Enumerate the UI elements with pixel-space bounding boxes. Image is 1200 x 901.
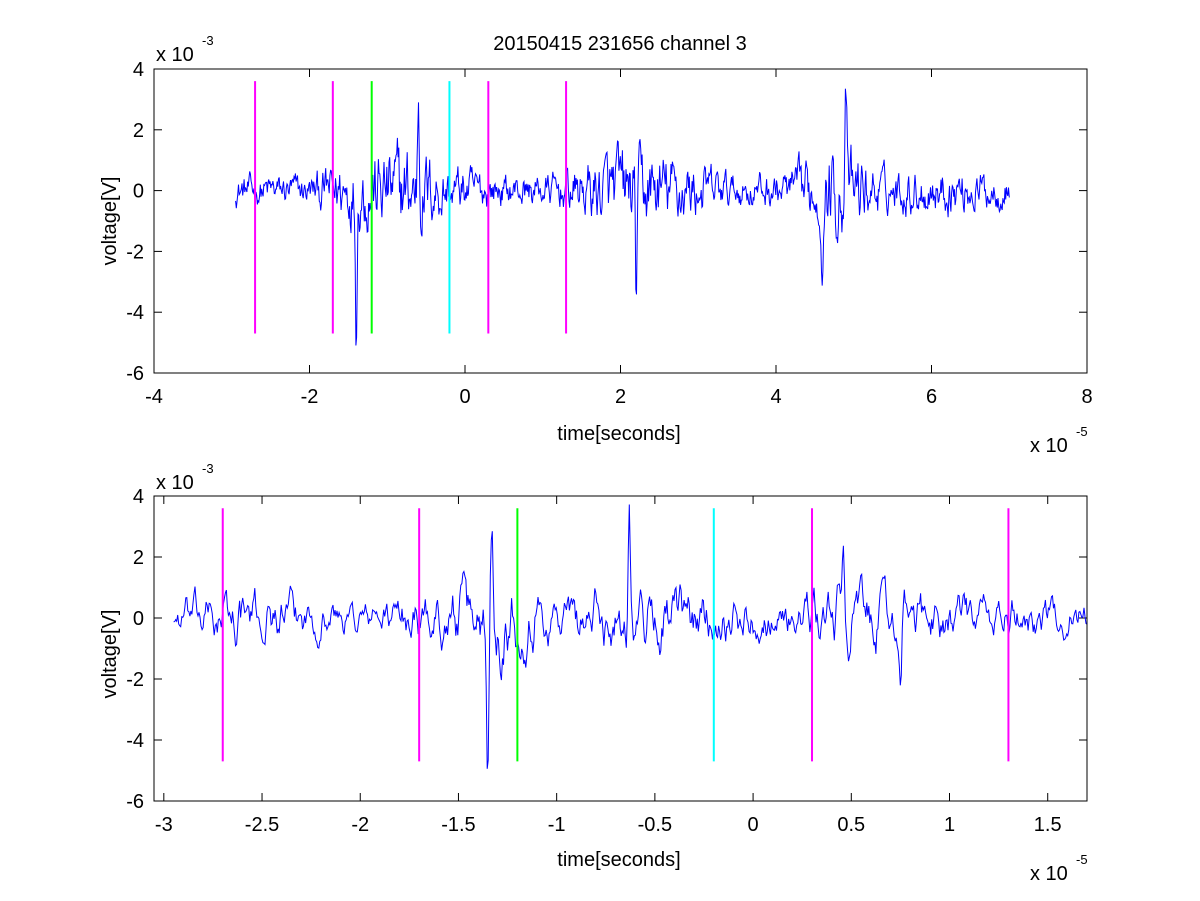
y-tick-label: -2 xyxy=(126,669,144,691)
y-tick-labels: -6 -4 -2 0 2 4 xyxy=(126,486,144,813)
chart-title: 20150415 231656 channel 3 xyxy=(493,33,747,55)
y-multiplier-label: x 10 -3 xyxy=(156,33,214,66)
y-tick-label: -4 xyxy=(126,730,144,752)
bottom-subplot: x 10 -3 voltage[V] time[seconds] x 10 -5… xyxy=(99,461,1088,885)
y-tick-label: -4 xyxy=(126,302,144,324)
y-axis-label: voltage[V] xyxy=(99,610,121,699)
svg-text:x 10: x 10 xyxy=(1030,435,1068,457)
axes-frame xyxy=(153,68,1088,374)
x-tick-label: 0 xyxy=(748,814,759,836)
svg-text:x 10: x 10 xyxy=(156,472,194,494)
svg-text:-5: -5 xyxy=(1076,424,1088,439)
y-tick-label: -2 xyxy=(126,241,144,263)
x-tick-label: 8 xyxy=(1081,386,1092,408)
y-multiplier-label: x 10 -3 xyxy=(156,461,214,494)
y-tick-label: -6 xyxy=(126,363,144,385)
plot-area xyxy=(173,504,1088,769)
x-tick-label: -2 xyxy=(351,814,369,836)
x-tick-label: 1.5 xyxy=(1034,814,1062,836)
signal-trace xyxy=(235,88,1010,346)
svg-text:-5: -5 xyxy=(1076,852,1088,867)
y-tick-label: 2 xyxy=(133,547,144,569)
y-tick-label: 0 xyxy=(133,181,144,203)
x-tick-label: -2 xyxy=(301,386,319,408)
x-tick-label: -0.5 xyxy=(638,814,672,836)
svg-text:-3: -3 xyxy=(202,33,214,48)
y-tick-label: 4 xyxy=(133,486,144,508)
plot-area xyxy=(235,81,1010,346)
x-tick-label: -2.5 xyxy=(245,814,279,836)
svg-text:-3: -3 xyxy=(202,461,214,476)
y-tick-label: 0 xyxy=(133,608,144,630)
x-tick-labels: -3 -2.5 -2 -1.5 -1 -0.5 0 0.5 1 1.5 xyxy=(155,814,1062,836)
y-axis-label: voltage[V] xyxy=(99,177,121,266)
y-tick-label: 4 xyxy=(133,59,144,81)
x-tick-label: 1 xyxy=(944,814,955,836)
x-multiplier-label: x 10 -5 xyxy=(1030,852,1088,885)
y-tick-label: 2 xyxy=(133,120,144,142)
x-tick-label: 0 xyxy=(459,386,470,408)
svg-text:x 10: x 10 xyxy=(1030,863,1068,885)
x-tick-labels: -4 -2 0 2 4 6 8 xyxy=(145,386,1092,408)
y-tick-label: -6 xyxy=(126,791,144,813)
x-axis-label: time[seconds] xyxy=(557,849,680,871)
x-tick-label: 2 xyxy=(615,386,626,408)
svg-text:x 10: x 10 xyxy=(156,44,194,66)
top-subplot: 20150415 231656 channel 3 x 10 -3 voltag… xyxy=(99,33,1093,457)
signal-trace xyxy=(173,504,1088,769)
x-tick-label: -3 xyxy=(155,814,173,836)
x-tick-label: -4 xyxy=(145,386,163,408)
x-axis-label: time[seconds] xyxy=(557,423,680,445)
x-tick-label: 0.5 xyxy=(837,814,865,836)
x-tick-label: 6 xyxy=(926,386,937,408)
x-multiplier-label: x 10 -5 xyxy=(1030,424,1088,457)
x-tick-label: -1 xyxy=(548,814,566,836)
axes-frame xyxy=(153,495,1088,802)
y-tick-labels: -6 -4 -2 0 2 4 xyxy=(126,59,144,385)
x-tick-label: 4 xyxy=(770,386,781,408)
x-tick-label: -1.5 xyxy=(441,814,475,836)
